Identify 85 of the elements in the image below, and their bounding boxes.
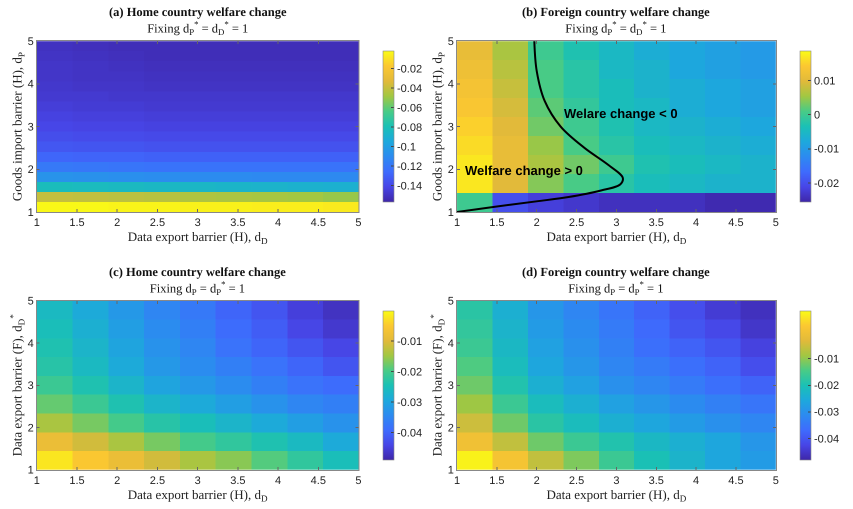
x-tick-label: 3 — [613, 474, 620, 487]
x-tick-label: 5 — [355, 474, 362, 487]
color-bar-label: -0.02 — [397, 366, 422, 378]
x-tick-label: 3 — [194, 474, 201, 487]
x-tick-label: 4 — [275, 217, 282, 230]
chart-subtitle: Fixing d$_{P}$ = d$_{P}$$^{*}$ = 1 — [568, 279, 664, 297]
color-bar-label: -0.04 — [397, 427, 422, 440]
x-tick-label: 2.5 — [568, 217, 584, 230]
color-bar-label: -0.12 — [397, 160, 422, 173]
annotation: Welfare change > 0 — [465, 163, 583, 178]
y-tick-label: 3 — [448, 380, 454, 392]
y-tick-label: 5 — [448, 296, 454, 308]
color-bar-label: -0.03 — [397, 396, 422, 409]
y-tick-label: 2 — [28, 164, 34, 176]
y-tick-label: 3 — [28, 121, 34, 134]
color-bar-label: -0.01 — [397, 336, 422, 348]
chart-title: (c) Home country welfare change — [109, 265, 286, 279]
x-axis-title: Data export barrier (H), d$_{D}$ — [128, 486, 268, 504]
x-tick-label: 4 — [275, 474, 282, 487]
color-bar-label: -0.01 — [814, 144, 840, 156]
y-tick-label: 5 — [28, 296, 34, 308]
y-tick-label: 4 — [28, 78, 34, 91]
y-tick-label: 2 — [448, 422, 454, 434]
x-tick-label: 1.5 — [69, 217, 85, 230]
x-axis-title: Data export barrier (H), d$_{D}$ — [128, 229, 268, 246]
x-tick-label: 3 — [613, 217, 620, 230]
x-tick-label: 2 — [534, 217, 540, 230]
color-bar-label: -0.08 — [397, 122, 422, 134]
x-tick-label: 4 — [693, 217, 700, 230]
color-bar-label: -0.01 — [814, 354, 840, 366]
x-tick-label: 2.5 — [568, 474, 584, 487]
color-bar-label: -0.02 — [814, 380, 840, 392]
chart-title: (d) Foreign country welfare change — [522, 265, 710, 279]
chart-title: (a) Home country welfare change — [109, 5, 287, 19]
y-tick-label: 5 — [448, 36, 454, 48]
x-tick-label: 5 — [355, 217, 362, 230]
color-bar-label: -0.04 — [814, 433, 840, 446]
x-tick-label: 3 — [194, 217, 201, 230]
x-tick-label: 4 — [693, 474, 700, 487]
x-tick-label: 5 — [772, 217, 779, 230]
x-tick-label: 2 — [114, 217, 120, 230]
x-tick-label: 4.5 — [728, 474, 744, 487]
x-tick-label: 1.5 — [489, 474, 505, 487]
chart-subtitle: Fixing d$_{P}$ = d$_{P}$$^{*}$ = 1 — [150, 279, 246, 297]
color-bar-label: -0.14 — [397, 180, 422, 192]
y-tick-label: 4 — [448, 78, 454, 91]
x-tick-label: 2.5 — [150, 217, 166, 230]
chart-subtitle: Fixing d$_{P}$$^{*}$ = d$_{D}$$^{*}$ = 1 — [147, 19, 248, 37]
y-tick-label: 3 — [448, 121, 454, 134]
color-bar-label: -0.02 — [397, 63, 422, 76]
color-bar-label: 0 — [814, 110, 820, 122]
color-bar-label: -0.1 — [397, 141, 416, 154]
color-bar-label: 0.01 — [814, 76, 836, 88]
color-bar-label: -0.02 — [814, 178, 840, 190]
y-tick-label: 3 — [28, 380, 34, 392]
color-bar-label: -0.03 — [814, 406, 840, 419]
x-tick-label: 3.5 — [230, 217, 246, 230]
y-tick-label: 2 — [28, 422, 34, 434]
x-axis-title: Data export barrier (H), d$_{D}$ — [546, 486, 687, 504]
annotation: Welare change < 0 — [564, 106, 678, 121]
chart-title: (b) Foreign country welfare change — [522, 5, 710, 19]
chart-subtitle: Fixing d$_{P}$$^{*}$ = d$_{D}$$^{*}$ = 1 — [565, 19, 666, 37]
y-tick-label: 5 — [28, 36, 34, 48]
x-axis-title: Data export barrier (H), d$_{D}$ — [546, 229, 687, 246]
y-tick-label: 1 — [448, 206, 454, 219]
x-tick-label: 4.5 — [310, 474, 326, 487]
x-tick-label: 4.5 — [728, 217, 744, 230]
x-tick-label: 1.5 — [69, 474, 85, 487]
y-tick-label: 2 — [448, 164, 454, 176]
x-tick-label: 4.5 — [310, 217, 326, 230]
x-tick-label: 1.5 — [489, 217, 505, 230]
y-tick-label: 1 — [28, 206, 34, 219]
y-tick-label: 1 — [28, 464, 34, 477]
color-bar-label: -0.06 — [397, 102, 422, 114]
y-tick-label: 1 — [448, 464, 454, 477]
x-tick-label: 2 — [114, 474, 120, 487]
x-tick-label: 5 — [772, 474, 779, 487]
y-tick-label: 4 — [448, 338, 454, 350]
x-tick-label: 2.5 — [150, 474, 166, 487]
x-tick-label: 3.5 — [648, 217, 664, 230]
x-tick-label: 3.5 — [648, 474, 664, 487]
x-tick-label: 2 — [534, 474, 540, 487]
y-tick-label: 4 — [28, 338, 34, 350]
color-bar-label: -0.04 — [397, 82, 422, 95]
x-tick-label: 3.5 — [230, 474, 246, 487]
